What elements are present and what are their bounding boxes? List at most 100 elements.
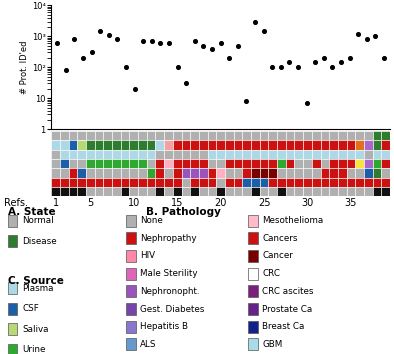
Point <box>329 64 336 70</box>
Bar <box>268 131 277 140</box>
Bar <box>138 159 147 169</box>
Text: Prostate Ca: Prostate Ca <box>262 304 313 314</box>
Bar <box>216 169 225 178</box>
Bar <box>208 140 216 150</box>
Bar <box>225 150 234 159</box>
Bar <box>86 131 95 140</box>
Bar <box>260 131 268 140</box>
Text: None: None <box>140 216 163 225</box>
Bar <box>173 159 182 169</box>
Point <box>123 64 129 70</box>
Bar <box>286 187 294 196</box>
Bar <box>373 187 381 196</box>
Bar <box>286 178 294 187</box>
Bar <box>51 150 60 159</box>
Point <box>286 59 293 65</box>
Point <box>260 28 267 34</box>
Text: CRC ascites: CRC ascites <box>262 287 314 296</box>
Point <box>140 38 147 44</box>
Bar <box>312 169 321 178</box>
Bar <box>225 131 234 140</box>
Bar <box>129 131 138 140</box>
Bar <box>242 187 251 196</box>
Bar <box>268 150 277 159</box>
Bar <box>121 150 129 159</box>
Bar <box>234 140 242 150</box>
Bar <box>329 140 338 150</box>
Bar <box>51 140 60 150</box>
Text: Disease: Disease <box>22 236 57 246</box>
Bar <box>182 140 190 150</box>
Bar <box>225 187 234 196</box>
Bar <box>173 187 182 196</box>
Bar <box>294 187 303 196</box>
Bar <box>86 140 95 150</box>
Bar <box>77 178 86 187</box>
Bar <box>156 140 164 150</box>
Bar <box>208 150 216 159</box>
Bar <box>303 150 312 159</box>
Bar <box>347 169 355 178</box>
Point <box>209 46 215 51</box>
Bar <box>173 169 182 178</box>
Point <box>132 86 138 92</box>
Point <box>183 81 190 86</box>
Bar <box>303 140 312 150</box>
Bar <box>355 159 364 169</box>
Bar <box>329 150 338 159</box>
Bar <box>182 150 190 159</box>
Bar <box>294 150 303 159</box>
Bar <box>199 178 208 187</box>
Bar <box>69 150 77 159</box>
Bar <box>216 159 225 169</box>
Bar <box>95 140 103 150</box>
Bar <box>347 140 355 150</box>
Bar <box>164 159 173 169</box>
Bar <box>364 169 373 178</box>
Bar <box>294 131 303 140</box>
Point <box>114 36 121 42</box>
Bar <box>129 159 138 169</box>
Point <box>252 19 258 24</box>
Bar <box>268 187 277 196</box>
Text: Urine: Urine <box>22 345 45 354</box>
Bar <box>156 178 164 187</box>
Bar <box>373 150 381 159</box>
Bar <box>138 150 147 159</box>
Text: Male Sterility: Male Sterility <box>140 269 198 278</box>
Bar <box>69 140 77 150</box>
Bar <box>95 159 103 169</box>
Bar <box>190 150 199 159</box>
Bar <box>242 159 251 169</box>
Bar <box>373 140 381 150</box>
Bar <box>121 140 129 150</box>
Bar <box>86 178 95 187</box>
Bar <box>364 131 373 140</box>
Point <box>312 59 318 65</box>
Bar <box>173 178 182 187</box>
Bar <box>164 131 173 140</box>
Bar <box>182 187 190 196</box>
Bar <box>268 169 277 178</box>
Bar <box>373 169 381 178</box>
Bar <box>208 187 216 196</box>
Bar <box>69 131 77 140</box>
Point <box>157 40 164 46</box>
Bar <box>103 169 112 178</box>
Bar <box>234 150 242 159</box>
Bar <box>312 131 321 140</box>
Bar <box>103 187 112 196</box>
Bar <box>225 140 234 150</box>
Bar <box>321 178 329 187</box>
Point <box>97 28 103 34</box>
Bar <box>182 178 190 187</box>
Bar <box>251 187 260 196</box>
Bar <box>147 169 156 178</box>
Bar <box>156 169 164 178</box>
Bar <box>77 131 86 140</box>
Bar <box>69 169 77 178</box>
Bar <box>338 178 347 187</box>
Text: Plasma: Plasma <box>22 284 54 293</box>
Bar <box>156 131 164 140</box>
Text: CSF: CSF <box>22 304 39 313</box>
